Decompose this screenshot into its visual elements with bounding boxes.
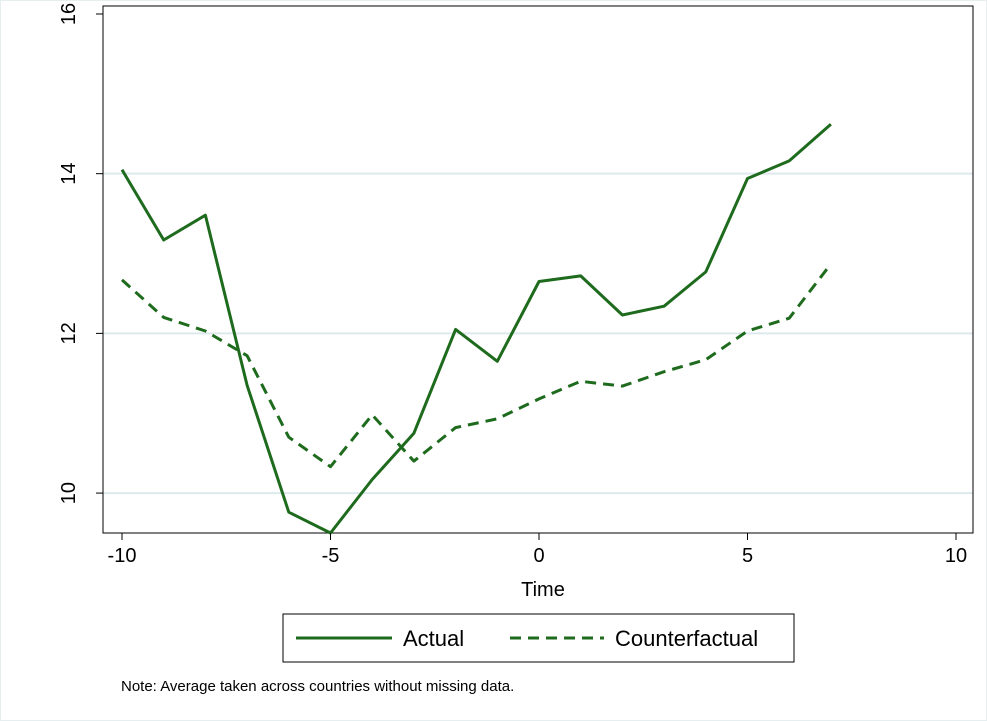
- legend: Actual Counterfactual: [282, 613, 795, 663]
- grid-lines: [103, 172, 973, 495]
- legend-label-actual: Actual: [403, 626, 464, 651]
- x-axis-title: Time: [521, 579, 565, 601]
- x-tick-label--10: -10: [108, 545, 137, 567]
- y-axis: 10 12 14 16: [58, 3, 103, 504]
- series-layer: [120, 123, 833, 535]
- y-tick-label-14: 14: [58, 163, 80, 185]
- x-tick-label-5: 5: [742, 545, 753, 567]
- x-tick-label-0: 0: [533, 545, 544, 567]
- y-tick-label-10: 10: [58, 482, 80, 504]
- x-tick-label--5: -5: [322, 545, 340, 567]
- y-tick-label-12: 12: [58, 322, 80, 344]
- plot-area: [102, 5, 974, 534]
- y-tick-label-16: 16: [58, 3, 80, 25]
- x-axis: -10 -5 0 5 10: [108, 533, 967, 567]
- series-line-counterfactual: [120, 262, 833, 469]
- chart-note: Note: Average taken across countries wit…: [121, 678, 514, 695]
- x-tick-label-10: 10: [945, 545, 967, 567]
- series-line-actual: [120, 123, 832, 535]
- legend-label-counterfactual: Counterfactual: [615, 626, 758, 651]
